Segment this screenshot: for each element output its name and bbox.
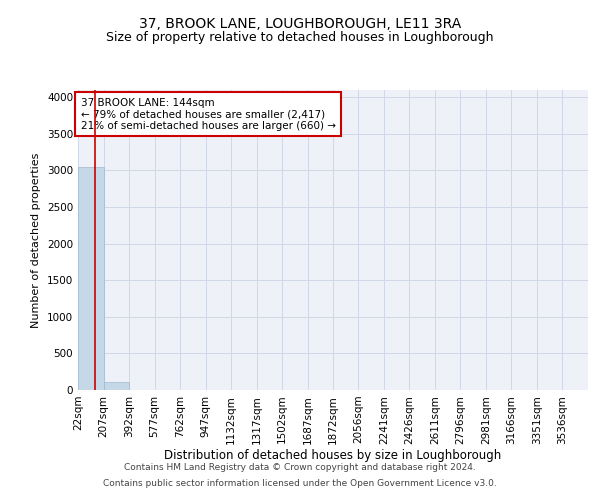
- Text: Size of property relative to detached houses in Loughborough: Size of property relative to detached ho…: [106, 31, 494, 44]
- Bar: [78, 167, 104, 390]
- Text: Contains HM Land Registry data © Crown copyright and database right 2024.: Contains HM Land Registry data © Crown c…: [124, 464, 476, 472]
- Y-axis label: Number of detached properties: Number of detached properties: [31, 152, 41, 328]
- Text: Contains public sector information licensed under the Open Government Licence v3: Contains public sector information licen…: [103, 478, 497, 488]
- Bar: [104, 382, 129, 390]
- X-axis label: Distribution of detached houses by size in Loughborough: Distribution of detached houses by size …: [164, 449, 502, 462]
- Text: 37, BROOK LANE, LOUGHBOROUGH, LE11 3RA: 37, BROOK LANE, LOUGHBOROUGH, LE11 3RA: [139, 18, 461, 32]
- Text: 37 BROOK LANE: 144sqm
← 79% of detached houses are smaller (2,417)
21% of semi-d: 37 BROOK LANE: 144sqm ← 79% of detached …: [80, 98, 335, 130]
